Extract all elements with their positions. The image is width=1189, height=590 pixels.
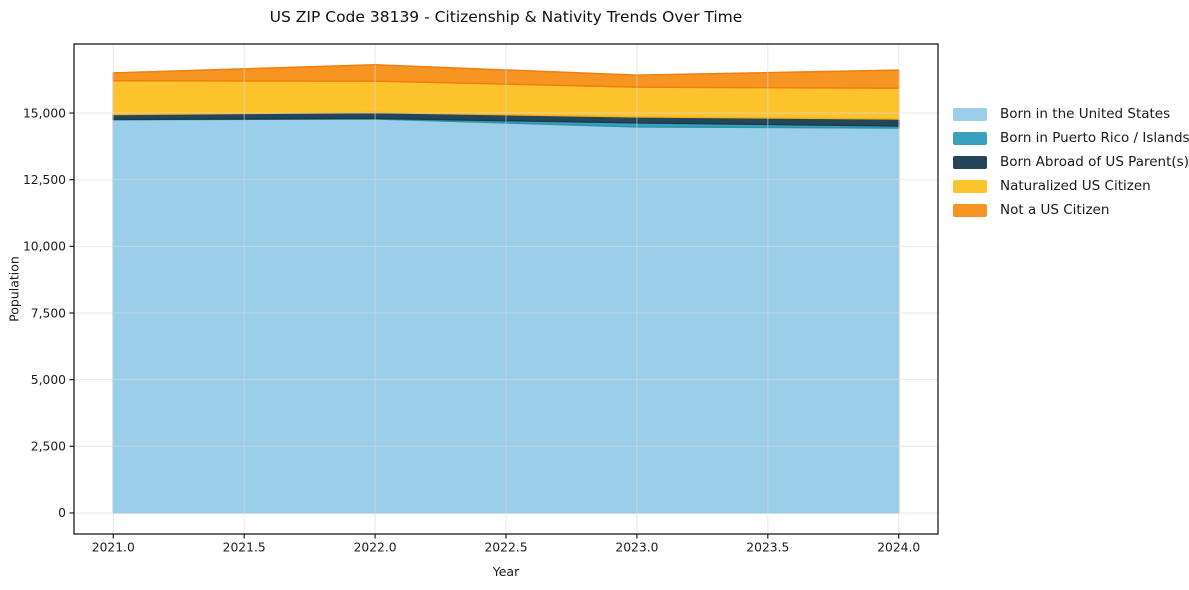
legend-item: Naturalized US Citizen	[953, 174, 1189, 198]
legend-swatch-not-citizen	[953, 203, 987, 217]
legend: Born in the United States Born in Puerto…	[953, 102, 1189, 222]
x-tick-label: 2023.0	[615, 541, 658, 555]
x-tick-label: 2021.0	[92, 541, 135, 555]
x-tick-label: 2022.0	[354, 541, 397, 555]
y-tick-label: 12,500	[23, 173, 66, 187]
legend-item: Born Abroad of US Parent(s)	[953, 150, 1189, 174]
legend-label: Naturalized US Citizen	[1000, 178, 1151, 194]
legend-label: Born in the United States	[1000, 106, 1171, 122]
x-tick-label: 2021.5	[223, 541, 266, 555]
legend-item: Not a US Citizen	[953, 198, 1189, 222]
y-tick-label: 2,500	[31, 440, 66, 454]
y-tick-label: 5,000	[31, 373, 66, 387]
legend-item: Born in the United States	[953, 102, 1189, 126]
x-tick-label: 2023.5	[746, 541, 789, 555]
legend-swatch-naturalized	[953, 179, 987, 193]
legend-label: Not a US Citizen	[1000, 202, 1110, 218]
legend-item: Born in Puerto Rico / Islands	[953, 126, 1189, 150]
x-axis-label: Year	[492, 564, 520, 579]
chart-title: US ZIP Code 38139 - Citizenship & Nativi…	[269, 8, 743, 26]
y-tick-label: 7,500	[31, 306, 66, 320]
legend-swatch-born-abroad	[953, 155, 987, 169]
legend-label: Born in Puerto Rico / Islands	[1000, 130, 1189, 146]
y-tick-label: 10,000	[23, 240, 66, 254]
y-tick-label: 0	[58, 506, 66, 520]
x-tick-label: 2024.0	[877, 541, 920, 555]
legend-label: Born Abroad of US Parent(s)	[1000, 154, 1189, 170]
legend-swatch-born-in-us	[953, 107, 987, 121]
legend-swatch-born-pr-islands	[953, 131, 987, 145]
y-tick-label: 15,000	[23, 106, 66, 120]
y-axis-label: Population	[6, 256, 22, 322]
x-tick-label: 2022.5	[484, 541, 527, 555]
